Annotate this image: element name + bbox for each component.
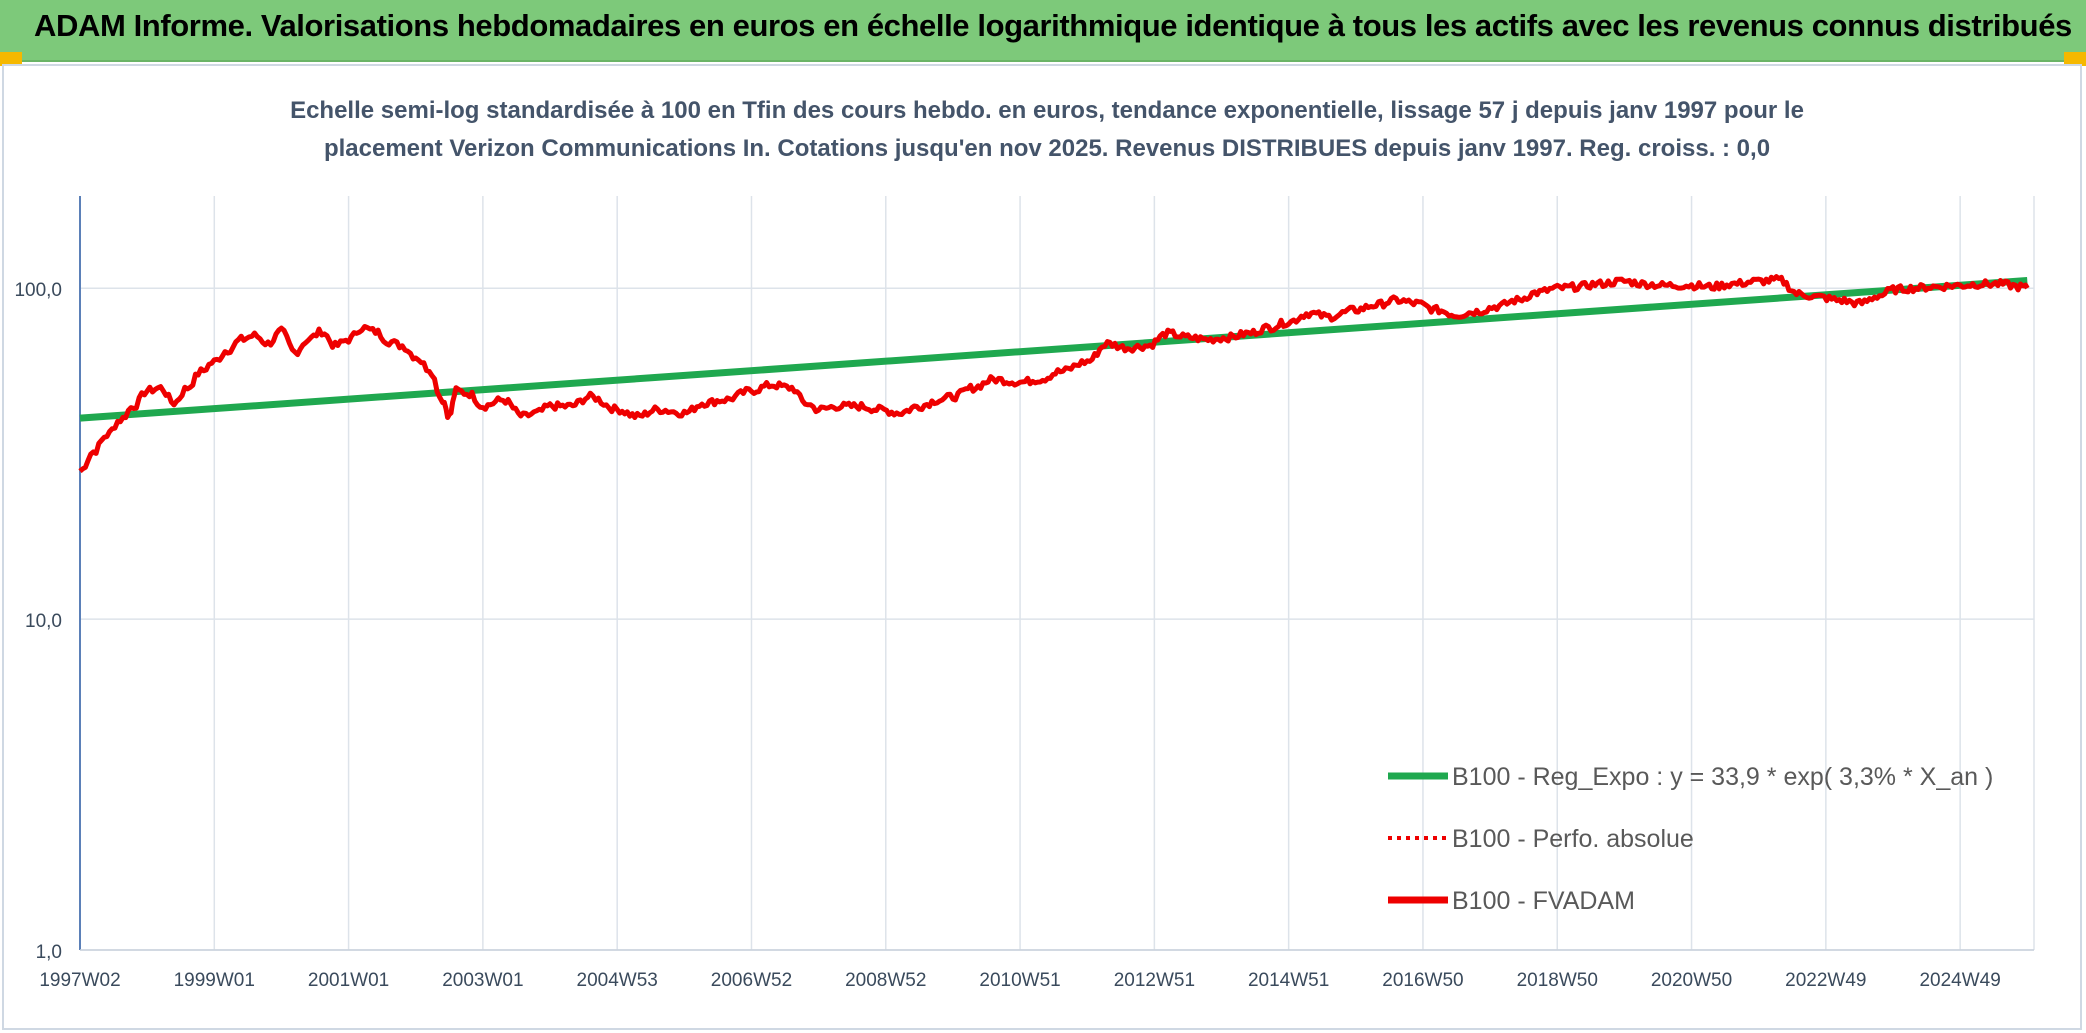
x-tick-label: 2018W50 [1517, 970, 1598, 991]
report-header: ADAM Informe. Valorisations hebdomadaire… [0, 0, 2086, 62]
series-line-regression [79, 277, 2028, 422]
x-tick-label: 2020W50 [1651, 970, 1732, 991]
chart-title: Echelle semi-log standardisée à 100 en T… [290, 97, 1804, 162]
chart-svg: Echelle semi-log standardisée à 100 en T… [14, 97, 2035, 991]
chart-title-line: placement Verizon Communications In. Cot… [324, 135, 1770, 162]
x-tick-label: 2010W51 [979, 970, 1060, 991]
chart-frame: Echelle semi-log standardisée à 100 en T… [2, 64, 2082, 1030]
chart-title-line: Echelle semi-log standardisée à 100 en T… [290, 97, 1804, 124]
x-tick-label: 2004W53 [577, 970, 658, 991]
corner-marker-left [0, 52, 22, 66]
y-tick-label: 10,0 [25, 611, 62, 632]
grid-layer [79, 196, 2035, 951]
corner-marker-right [2064, 52, 2086, 66]
x-tick-label: 2024W49 [1919, 970, 2000, 991]
series-layer [78, 274, 2030, 474]
x-tick-label: 2016W50 [1382, 970, 1463, 991]
legend-item: B100 - Perfo. absolue [1388, 825, 1694, 853]
report-title: ADAM Informe. Valorisations hebdomadaire… [34, 8, 2072, 43]
legend-label: B100 - FVADAM [1452, 887, 1635, 915]
x-tick-label: 2022W49 [1785, 970, 1866, 991]
y-tick-label: 100,0 [14, 280, 62, 301]
x-tick-label: 2014W51 [1248, 970, 1329, 991]
legend-item: B100 - FVADAM [1388, 887, 1635, 915]
x-tick-label: 1999W01 [174, 970, 255, 991]
x-tick-label: 2008W52 [845, 970, 926, 991]
x-tick-label: 1997W02 [39, 970, 120, 991]
series-line-fvadam [78, 274, 2030, 474]
legend-label: B100 - Perfo. absolue [1452, 825, 1694, 853]
axes: 1997W02 1999W01 2001W01 2003W01 2004W53 2006W… [14, 196, 2034, 991]
legend-label: B100 - Reg_Expo : y = 33,9 * exp( 3,3% *… [1452, 763, 1993, 791]
legend-item: B100 - Reg_Expo : y = 33,9 * exp( 3,3% *… [1388, 763, 1993, 791]
x-tick-label: 2001W01 [308, 970, 389, 991]
y-tick-label: 1,0 [36, 942, 62, 963]
x-tick-label: 2003W01 [442, 970, 523, 991]
x-tick-label: 2006W52 [711, 970, 792, 991]
x-tick-label: 2012W51 [1114, 970, 1195, 991]
legend: B100 - Reg_Expo : y = 33,9 * exp( 3,3% *… [1388, 763, 1993, 915]
